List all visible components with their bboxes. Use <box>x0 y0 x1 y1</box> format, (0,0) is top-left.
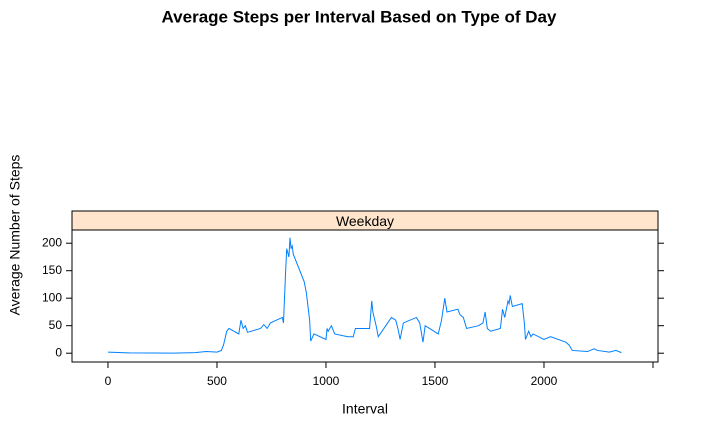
y-tick-label: 200 <box>42 235 62 249</box>
x-tick-label: 2000 <box>531 374 558 388</box>
panel <box>71 229 659 363</box>
y-axis-label: Average Number of Steps <box>7 155 23 316</box>
x-axis-label: Interval <box>342 401 388 417</box>
y-tick-label: 150 <box>42 263 62 277</box>
x-tick-label: 0 <box>105 374 112 388</box>
strip-label: Weekday <box>336 213 394 229</box>
y-tick-label: 100 <box>42 290 62 304</box>
data-line <box>107 237 622 354</box>
x-tick-label: 500 <box>207 374 227 388</box>
y-tick-label: 0 <box>55 345 62 359</box>
chart-title: Average Steps per Interval Based on Type… <box>162 7 557 26</box>
x-tick-label: 1000 <box>313 374 340 388</box>
x-tick-label: 1500 <box>422 374 449 388</box>
y-tick-label: 50 <box>49 318 63 332</box>
